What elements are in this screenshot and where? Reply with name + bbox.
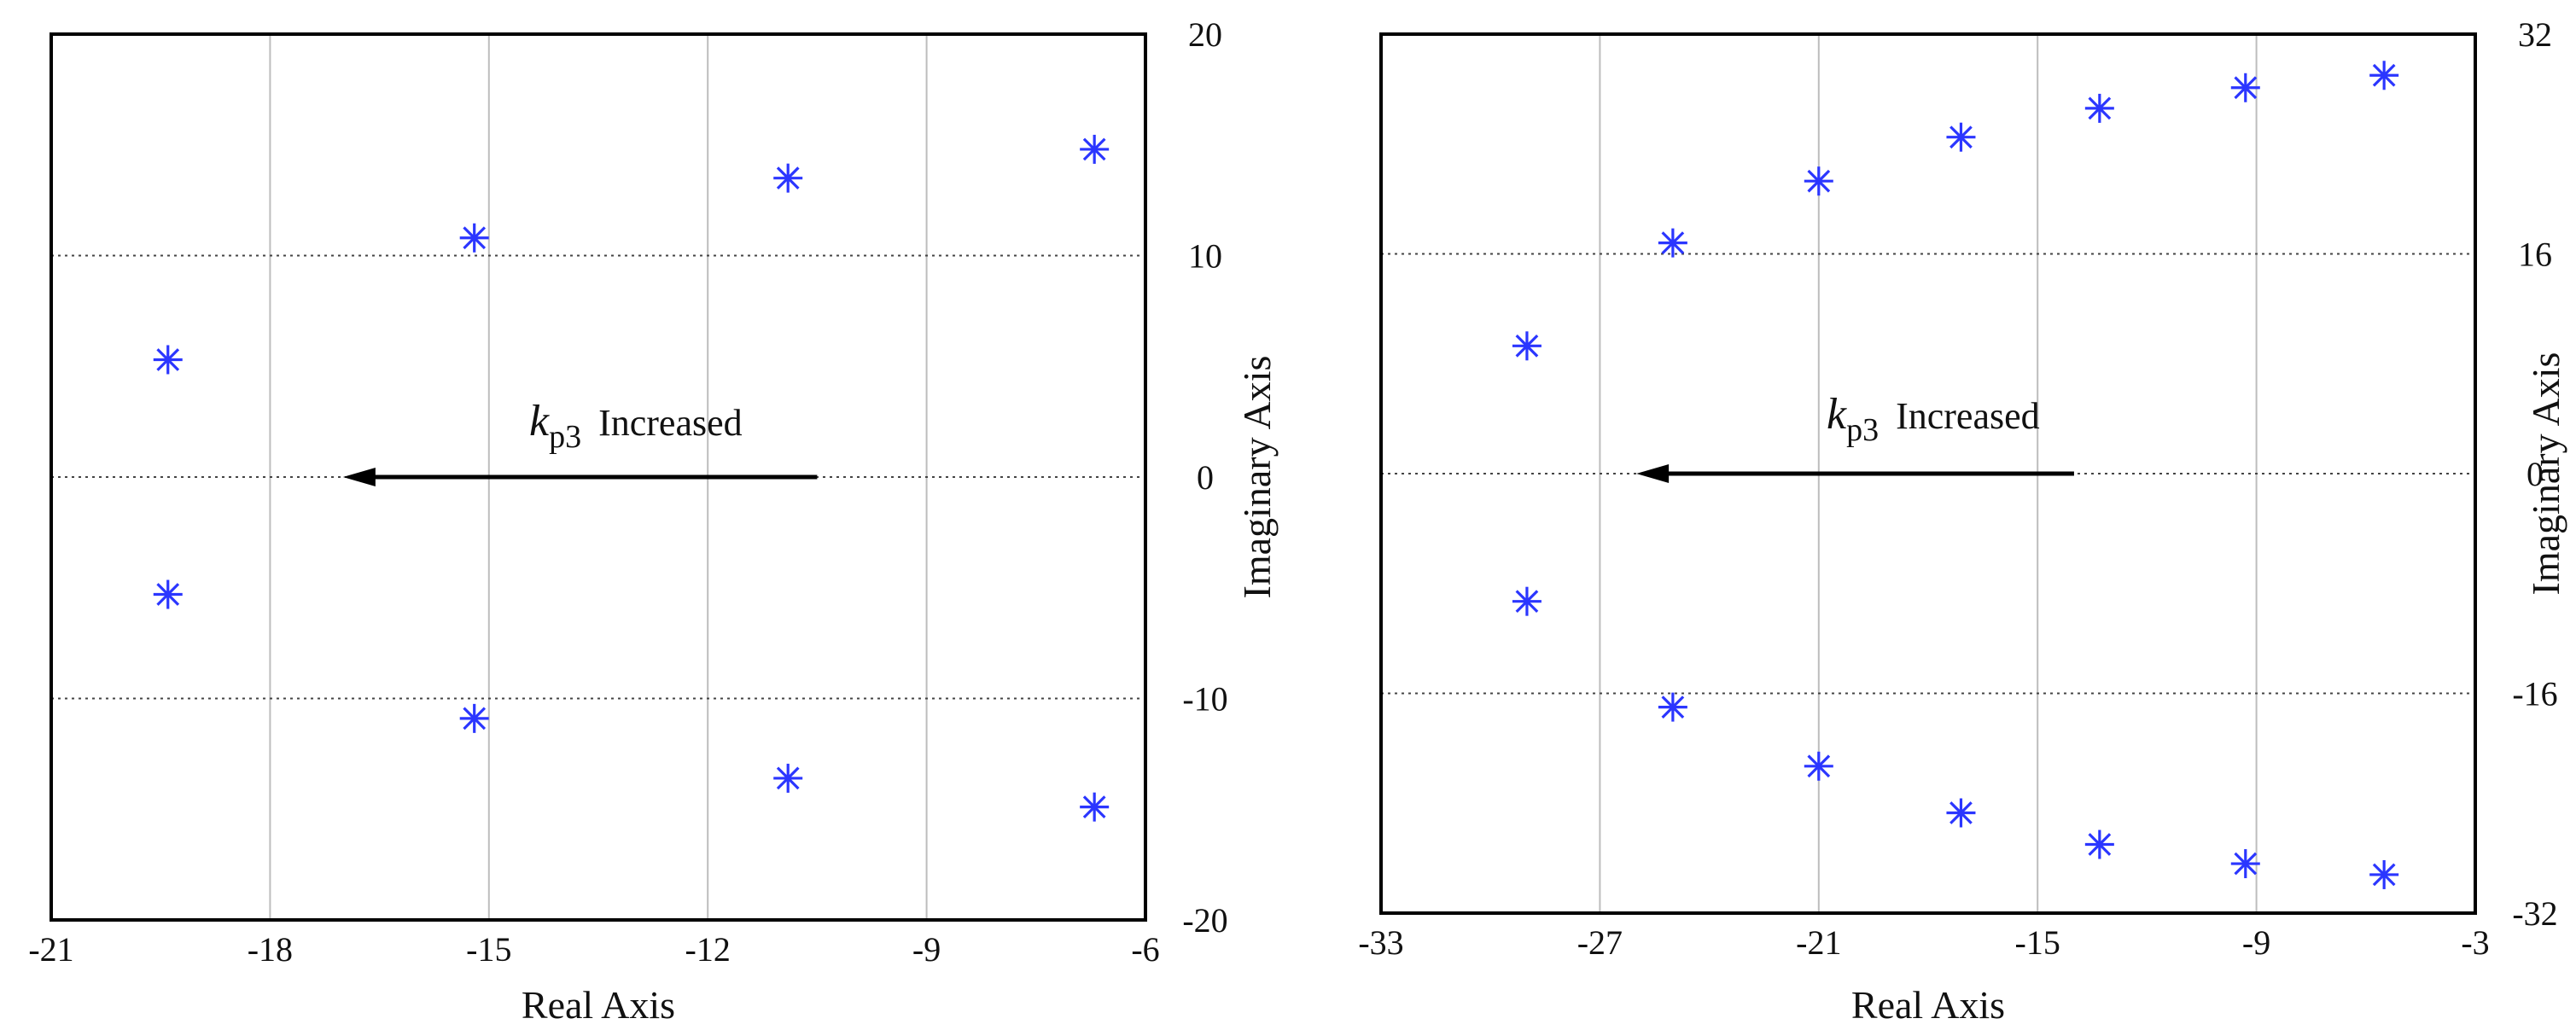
pole-marker: [153, 345, 183, 375]
annotation-symbol-left: k: [529, 397, 550, 445]
x-ticks-left: -21 -18 -15 -12 -9 -6: [28, 930, 1159, 969]
y-tick-label: 20: [1188, 15, 1222, 54]
pole-marker: [1512, 586, 1542, 616]
pole-marker: [1946, 122, 1976, 152]
y-tick-label: -20: [1182, 901, 1227, 940]
x-tick-label: -9: [912, 930, 941, 969]
pole-marker: [1804, 751, 1833, 781]
x-tick-label: -21: [1796, 923, 1841, 962]
poles-left: [153, 134, 1110, 822]
annotation-label-left: Increased: [598, 402, 743, 444]
x-tick-label: -9: [2242, 923, 2270, 962]
arrow-head-left: [342, 468, 376, 486]
y-tick-label: 0: [2526, 455, 2544, 493]
y-tick-label: -10: [1182, 680, 1227, 719]
pole-marker: [459, 703, 489, 733]
x-tick-label: -18: [248, 930, 293, 969]
pole-marker: [2230, 849, 2260, 879]
x-tick-label: -21: [28, 930, 73, 969]
x-axis-label-right: Real Axis: [1851, 983, 2005, 1027]
poles-right: [1512, 61, 2399, 889]
pole-marker: [773, 163, 803, 193]
pole-marker: [2369, 61, 2399, 90]
x-tick-label: -3: [2461, 923, 2489, 962]
arrow-head-right: [1636, 464, 1670, 483]
annotation-text-left: kp3 Increased: [529, 397, 743, 455]
y-tick-label: 16: [2518, 236, 2552, 274]
pole-map-right: -33 -27 -21 -15 -9 -3 32 16 0 -16 -32 kp3 Increase…: [1358, 15, 2567, 1027]
annotation-text-right: kp3 Increased: [1827, 390, 2040, 448]
x-tick-label: -15: [2015, 923, 2060, 962]
pole-map-left: -21 -18 -15 -12 -9 -6 20 10 0 -10 -20 kp3 Increase…: [28, 15, 1279, 1027]
y-tick-label: -16: [2512, 675, 2557, 713]
pole-marker: [2369, 859, 2399, 889]
pole-marker: [1658, 692, 1687, 722]
x-ticks-right: -33 -27 -21 -15 -9 -3: [1358, 923, 2489, 962]
pole-marker: [1658, 228, 1687, 258]
y-tick-label: 0: [1197, 458, 1214, 497]
x-tick-label: -27: [1577, 923, 1623, 962]
annotation-label-right: Increased: [1896, 395, 2040, 437]
pole-marker: [1946, 798, 1976, 828]
annotation-subscript-right: p3: [1846, 412, 1879, 448]
x-tick-label: -15: [466, 930, 511, 969]
y-axis-label-left: Imaginary Axis: [1235, 356, 1279, 599]
plot-frame-right: [1379, 32, 2477, 915]
x-tick-label: -33: [1358, 923, 1403, 962]
pole-marker: [1804, 166, 1833, 196]
pole-marker: [2230, 73, 2260, 102]
pole-marker: [773, 763, 803, 793]
y-axis-label-right: Imaginary Axis: [2524, 352, 2567, 596]
pole-marker: [1080, 792, 1110, 822]
annotation-symbol-right: k: [1827, 390, 1847, 439]
x-tick-label: -12: [685, 930, 731, 969]
y-tick-label: -32: [2512, 894, 2557, 933]
y-ticks-right: 32 16 0 -16 -32: [2512, 15, 2557, 933]
pole-marker: [153, 579, 183, 609]
annotation-right: kp3 Increased: [1636, 390, 2074, 483]
plot-frame-left: [50, 32, 1147, 922]
pole-marker: [1512, 331, 1542, 361]
pole-marker: [2084, 93, 2114, 123]
pole-marker: [459, 223, 489, 253]
x-tick-label: -6: [1131, 930, 1159, 969]
x-axis-label-left: Real Axis: [522, 983, 675, 1027]
y-tick-label: 10: [1188, 237, 1222, 276]
pole-marker: [2084, 829, 2114, 859]
y-ticks-left: 20 10 0 -10 -20: [1182, 15, 1227, 940]
y-tick-label: 32: [2518, 15, 2552, 54]
annotation-subscript-left: p3: [549, 419, 581, 455]
annotation-left: kp3 Increased: [342, 397, 818, 486]
pole-marker: [1080, 134, 1110, 164]
